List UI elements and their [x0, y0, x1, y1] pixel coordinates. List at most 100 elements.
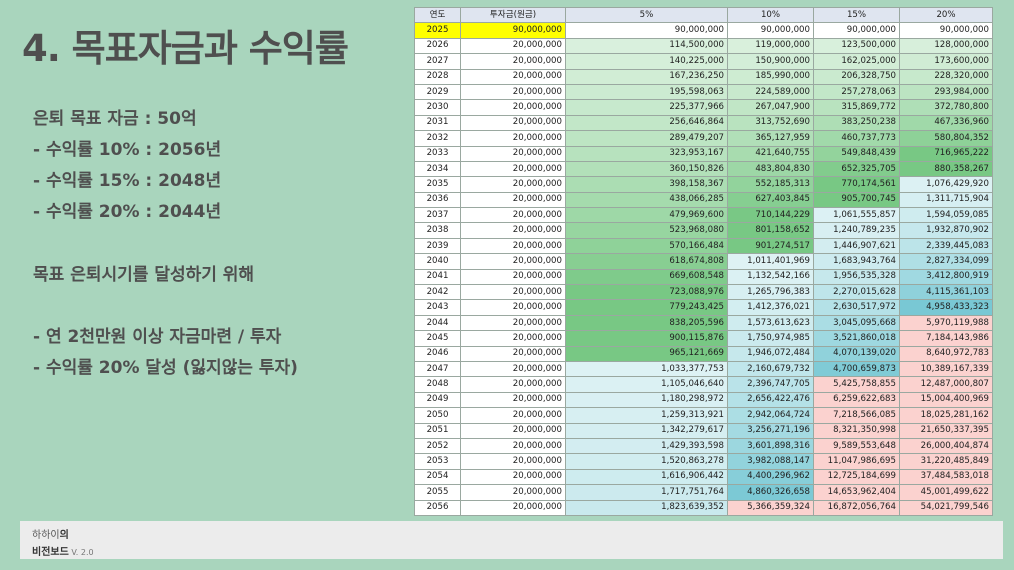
value-cell: 12,725,184,699 — [813, 468, 900, 486]
value-cell: 90,000,000 — [813, 22, 900, 39]
year-cell: 2033 — [414, 145, 461, 162]
principal-cell: 20,000,000 — [460, 407, 566, 424]
year-cell: 2028 — [414, 68, 461, 85]
value-cell: 549,848,439 — [813, 145, 900, 162]
retirement-target-text: 은퇴 목표 자금 : 50억 — [33, 109, 197, 129]
value-cell: 323,953,167 — [565, 145, 728, 162]
value-cell: 1,823,639,352 — [565, 499, 728, 516]
table-row: 2025 90,000,000 90,000,000 90,000,000 90,000… — [414, 22, 993, 39]
value-cell: 669,608,548 — [565, 268, 728, 286]
principal-cell: 20,000,000 — [460, 484, 566, 501]
value-cell: 880,358,267 — [899, 160, 993, 178]
value-cell: 162,025,000 — [813, 53, 900, 70]
value-cell: 618,674,808 — [565, 253, 728, 270]
year-cell: 2025 — [414, 22, 461, 39]
year-cell: 2039 — [414, 237, 461, 255]
principal-cell: 20,000,000 — [460, 391, 566, 409]
principal-cell: 20,000,000 — [460, 437, 566, 455]
year-cell: 2031 — [414, 114, 461, 132]
value-cell: 225,377,966 — [565, 99, 728, 116]
value-cell: 1,683,943,764 — [813, 253, 900, 270]
year-cell: 2044 — [414, 314, 461, 332]
value-cell: 710,144,229 — [727, 207, 814, 224]
table-row: 2029 20,000,000 195,598,063 224,589,000 257,… — [414, 83, 993, 101]
principal-cell: 20,000,000 — [460, 345, 566, 362]
value-cell: 256,646,864 — [565, 114, 728, 132]
value-cell: 1,259,313,921 — [565, 407, 728, 424]
value-cell: 580,804,352 — [899, 130, 993, 147]
principal-cell: 20,000,000 — [460, 191, 566, 209]
value-cell: 2,396,747,705 — [727, 376, 814, 393]
principal-cell: 20,000,000 — [460, 499, 566, 516]
principal-cell: 20,000,000 — [460, 176, 566, 193]
value-cell: 167,236,250 — [565, 68, 728, 85]
value-cell: 2,270,015,628 — [813, 284, 900, 301]
value-cell: 123,500,000 — [813, 37, 900, 55]
year-cell: 2030 — [414, 99, 461, 116]
year-cell: 2054 — [414, 468, 461, 486]
value-cell: 901,274,517 — [727, 237, 814, 255]
year-cell: 2047 — [414, 360, 461, 378]
table-row: 2055 20,000,000 1,717,751,764 4,860,326,658… — [414, 484, 993, 501]
value-cell: 1,412,376,021 — [727, 299, 814, 316]
brand-line-2: 비전보드 V. 2.0 — [32, 543, 94, 558]
value-cell: 552,185,313 — [727, 176, 814, 193]
value-cell: 4,860,326,658 — [727, 484, 814, 501]
value-cell: 140,225,000 — [565, 53, 728, 70]
table-row: 2040 20,000,000 618,674,808 1,011,401,969 1,… — [414, 253, 993, 270]
value-cell: 9,589,553,648 — [813, 437, 900, 455]
table-row: 2036 20,000,000 438,066,285 627,403,845 905,… — [414, 191, 993, 209]
brand-line-1: 하하이의 — [32, 526, 69, 541]
value-cell: 267,047,900 — [727, 99, 814, 116]
value-cell: 1,932,870,902 — [899, 222, 993, 239]
value-cell: 383,250,238 — [813, 114, 900, 132]
principal-cell: 20,000,000 — [460, 299, 566, 316]
value-cell: 10,389,167,339 — [899, 360, 993, 378]
value-cell: 21,650,337,395 — [899, 422, 993, 439]
table-row: 2048 20,000,000 1,105,046,640 2,396,747,705… — [414, 376, 993, 393]
table-row: 2050 20,000,000 1,259,313,921 2,942,064,724… — [414, 407, 993, 424]
value-cell: 12,487,000,807 — [899, 376, 993, 393]
table-row: 2042 20,000,000 723,088,976 1,265,796,383 2,… — [414, 284, 993, 301]
table-row: 2049 20,000,000 1,180,298,972 2,656,422,476… — [414, 391, 993, 409]
value-cell: 11,047,986,695 — [813, 453, 900, 470]
value-cell: 1,946,072,484 — [727, 345, 814, 362]
principal-cell: 20,000,000 — [460, 237, 566, 255]
column-header: 5% — [565, 6, 728, 24]
value-cell: 2,339,445,083 — [899, 237, 993, 255]
value-cell: 3,521,860,018 — [813, 330, 900, 347]
year-cell: 2042 — [414, 284, 461, 301]
year-cell: 2052 — [414, 437, 461, 455]
principal-cell: 20,000,000 — [460, 207, 566, 224]
value-cell: 716,965,222 — [899, 145, 993, 162]
value-cell: 723,088,976 — [565, 284, 728, 301]
brand-title: 비전보드 — [32, 547, 69, 558]
year-cell: 2051 — [414, 422, 461, 439]
column-header: 투자금(원금) — [460, 6, 566, 24]
table-row: 2037 20,000,000 479,969,600 710,144,229 1,06… — [414, 207, 993, 224]
value-cell: 313,752,690 — [727, 114, 814, 132]
value-cell: 206,328,750 — [813, 68, 900, 85]
principal-cell: 20,000,000 — [460, 68, 566, 85]
investment-table: 연도 투자금(원금) 5% 10% 15% 20% 2025 90,000,000 90,00… — [414, 6, 993, 516]
table-row: 2034 20,000,000 360,150,826 483,804,830 652,… — [414, 160, 993, 178]
value-cell: 185,990,000 — [727, 68, 814, 85]
principal-cell: 20,000,000 — [460, 53, 566, 70]
value-cell: 3,982,088,147 — [727, 453, 814, 470]
value-cell: 195,598,063 — [565, 83, 728, 101]
column-header: 10% — [727, 6, 814, 24]
principal-cell: 20,000,000 — [460, 253, 566, 270]
table-header-row: 연도 투자금(원금) 5% 10% 15% 20% — [414, 6, 993, 24]
value-cell: 128,000,000 — [899, 37, 993, 55]
value-cell: 1,616,906,442 — [565, 468, 728, 486]
table-row: 2045 20,000,000 900,115,876 1,750,974,985 3,… — [414, 330, 993, 347]
value-cell: 570,166,484 — [565, 237, 728, 255]
value-cell: 3,601,898,316 — [727, 437, 814, 455]
year-cell: 2026 — [414, 37, 461, 55]
value-cell: 1,011,401,969 — [727, 253, 814, 270]
principal-cell: 20,000,000 — [460, 222, 566, 239]
value-cell: 1,750,974,985 — [727, 330, 814, 347]
value-cell: 315,869,772 — [813, 99, 900, 116]
table-row: 2033 20,000,000 323,953,167 421,640,755 549,… — [414, 145, 993, 162]
table-row: 2053 20,000,000 1,520,863,278 3,982,088,147… — [414, 453, 993, 470]
